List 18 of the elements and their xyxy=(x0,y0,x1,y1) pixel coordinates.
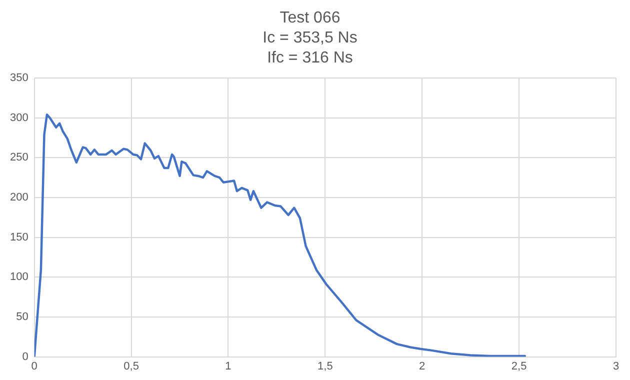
y-tick-label: 0 xyxy=(22,350,28,363)
y-tick-label: 50 xyxy=(16,311,28,324)
y-tick-label: 100 xyxy=(10,271,28,284)
y-tick-label: 150 xyxy=(10,231,28,244)
y-tick-label: 300 xyxy=(10,112,28,124)
x-tick-label: 2 xyxy=(419,360,426,372)
text: Test 066 xyxy=(280,9,340,26)
x-tick-label: 1 xyxy=(225,360,232,372)
y-tick-label: 200 xyxy=(10,192,28,204)
x-tick-label: 3 xyxy=(612,360,620,372)
x-tick-label: 1,5 xyxy=(318,360,333,372)
x-tick-label: 0 xyxy=(31,360,38,372)
y-tick-label: 350 xyxy=(10,72,28,84)
text: Ic = 353,5 Ns xyxy=(262,29,358,46)
y-tick-label: 250 xyxy=(10,152,28,164)
text: Ifc = 316 Ns xyxy=(267,49,353,66)
x-tick-label: 2,5 xyxy=(511,360,527,372)
x-tick-label: 0,5 xyxy=(124,360,139,372)
